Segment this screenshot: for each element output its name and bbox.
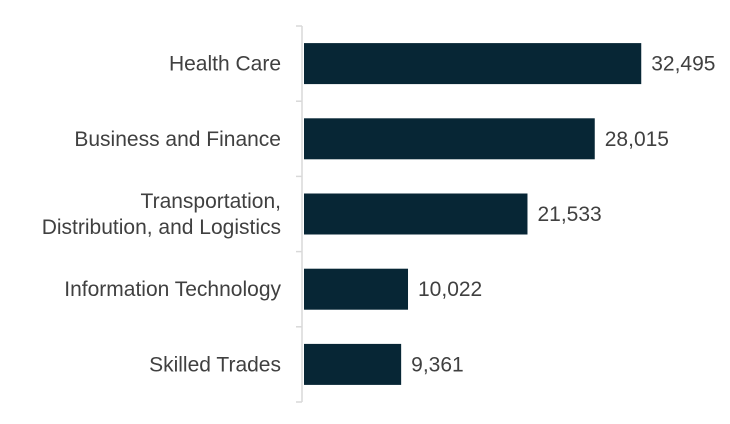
value-labels: 32,495 28,015 21,533 10,022 9,361 xyxy=(411,53,715,377)
category-label: Skilled Trades xyxy=(149,353,281,376)
bars xyxy=(304,43,642,385)
category-label: Transportation, Distribution, and Logisti… xyxy=(42,190,281,239)
value-label: 32,495 xyxy=(651,53,715,76)
value-label: 28,015 xyxy=(605,128,669,151)
bar xyxy=(304,118,595,160)
category-label: Health Care xyxy=(169,53,281,76)
bar xyxy=(304,193,528,235)
value-label: 9,361 xyxy=(411,353,464,376)
category-labels: Health Care Business and Finance Transport… xyxy=(42,53,282,377)
bar xyxy=(304,268,409,310)
bar xyxy=(304,343,402,385)
value-label: 21,533 xyxy=(537,203,601,226)
value-label: 10,022 xyxy=(418,278,482,301)
category-label: Business and Finance xyxy=(74,128,281,151)
category-label: Information Technology xyxy=(64,278,281,301)
bar xyxy=(304,43,642,85)
category-axis xyxy=(296,25,303,403)
